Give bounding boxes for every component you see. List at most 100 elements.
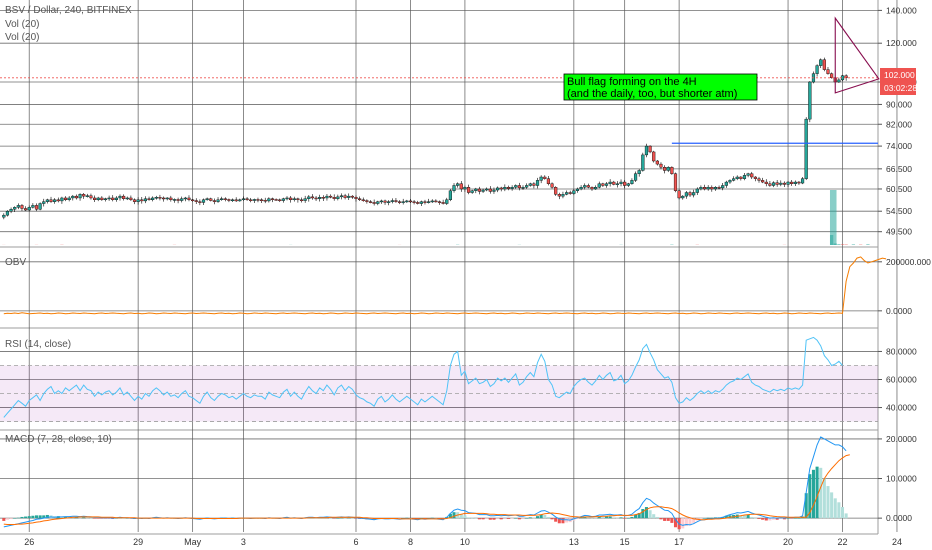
candle-96 [350, 195, 354, 199]
candle-30 [111, 195, 115, 202]
macd-hist-34 [125, 518, 129, 519]
candle-125 [456, 182, 460, 188]
candle-76 [278, 198, 282, 203]
candle-body-143 [521, 187, 525, 189]
candle-body-47 [172, 199, 177, 201]
candle-body-21 [78, 194, 82, 199]
candle-body-79 [289, 197, 293, 201]
candle-body-225 [819, 59, 823, 66]
candle-body-180 [655, 160, 659, 165]
macd-hist-95 [347, 517, 351, 519]
macd-hist-1 [5, 518, 9, 520]
candle-body-195 [710, 187, 714, 190]
candle-216 [786, 180, 790, 188]
candle-115 [419, 200, 423, 206]
candle-46 [169, 195, 173, 202]
candle-body-216 [786, 181, 790, 185]
candle-body-7 [27, 207, 31, 211]
candle-body-185 [673, 173, 678, 191]
macd-hist-24 [89, 518, 93, 519]
macd-hist-33 [122, 518, 126, 519]
macd-hist-146 [532, 517, 536, 519]
candle-218 [793, 180, 797, 186]
candle-body-111 [405, 200, 409, 203]
price-tick-label-3: 90.000 [886, 99, 912, 109]
annotation-box[interactable]: Bull flag forming on the 4H (and the dai… [563, 73, 758, 101]
candle-body-173 [630, 180, 634, 184]
macd-hist-9 [34, 515, 39, 519]
candle-99 [361, 197, 365, 202]
candle-124 [452, 183, 456, 193]
candle-body-222 [808, 81, 812, 120]
macd-hist-111 [405, 517, 409, 519]
candle-151 [550, 182, 554, 189]
candle-22 [82, 192, 86, 199]
macd-hist-189 [688, 518, 692, 526]
candle-body-109 [397, 201, 402, 203]
macd-hist-218 [793, 518, 797, 519]
candle-75 [274, 198, 278, 201]
candle-body-158 [575, 188, 580, 191]
candle-body-155 [564, 192, 569, 195]
candle-body-120 [437, 201, 442, 203]
macd-hist-172 [626, 518, 630, 519]
candle-66 [241, 196, 246, 201]
price-tick-label-4: 82.000 [886, 119, 912, 129]
candle-35 [129, 195, 133, 201]
macd-hist-175 [637, 512, 641, 519]
candle-150 [546, 175, 551, 186]
candle-body-151 [550, 183, 554, 188]
candle-body-116 [423, 201, 427, 203]
macd-hist-182 [663, 518, 667, 521]
candle-body-92 [336, 196, 340, 199]
macd-hist-110 [401, 518, 405, 519]
candle-230 [837, 77, 841, 83]
candle-body-149 [543, 176, 547, 179]
candle-body-5 [20, 205, 24, 209]
candle-122 [445, 197, 449, 205]
candle-body-54 [198, 201, 202, 203]
obv-pane-label: OBV [5, 257, 26, 268]
candle-body-10 [38, 203, 42, 210]
candle-119 [434, 199, 438, 203]
axis-layer: 26 29 May 3 6 8 10 13 15 17 20 22 24 140.000 120.000 10… [24, 5, 931, 547]
macd-tick-label-2: 0.0000 [886, 513, 912, 523]
candle-body-211 [768, 183, 772, 186]
candle-body-0 [2, 214, 6, 218]
candle-body-53 [194, 200, 198, 202]
candle-200 [728, 179, 732, 184]
macd-hist-21 [78, 517, 82, 519]
candle-25 [93, 195, 97, 203]
candle-129 [470, 189, 474, 194]
candle-59 [216, 197, 220, 203]
candle-body-102 [372, 202, 376, 204]
candle-191 [695, 187, 699, 195]
macd-hist-148 [539, 514, 543, 519]
candle-body-127 [463, 187, 467, 190]
candle-body-115 [419, 201, 423, 204]
candle-8 [31, 203, 35, 209]
macd-hist-187 [681, 518, 685, 529]
macd-hist-31 [114, 518, 118, 519]
candle-body-4 [16, 205, 20, 208]
volume-bar-18 [859, 244, 863, 245]
macd-hist-17 [64, 516, 68, 519]
candle-40 [147, 196, 151, 201]
candle-204 [742, 172, 747, 181]
rsi-band [0, 365, 878, 422]
candle-16 [60, 196, 64, 204]
macd-hist-101 [368, 518, 373, 520]
candle-body-56 [205, 198, 209, 201]
candle-body-232 [844, 75, 848, 78]
macd-hist-4 [16, 517, 20, 519]
candle-215 [782, 181, 786, 188]
candle-28 [103, 197, 108, 202]
macd-hist-214 [779, 518, 783, 519]
candle-body-200 [728, 180, 732, 183]
candle-body-224 [815, 65, 819, 74]
candle-100 [365, 199, 369, 204]
candle-body-44 [161, 197, 166, 200]
candle-body-110 [401, 201, 405, 203]
candle-body-139 [506, 187, 511, 189]
